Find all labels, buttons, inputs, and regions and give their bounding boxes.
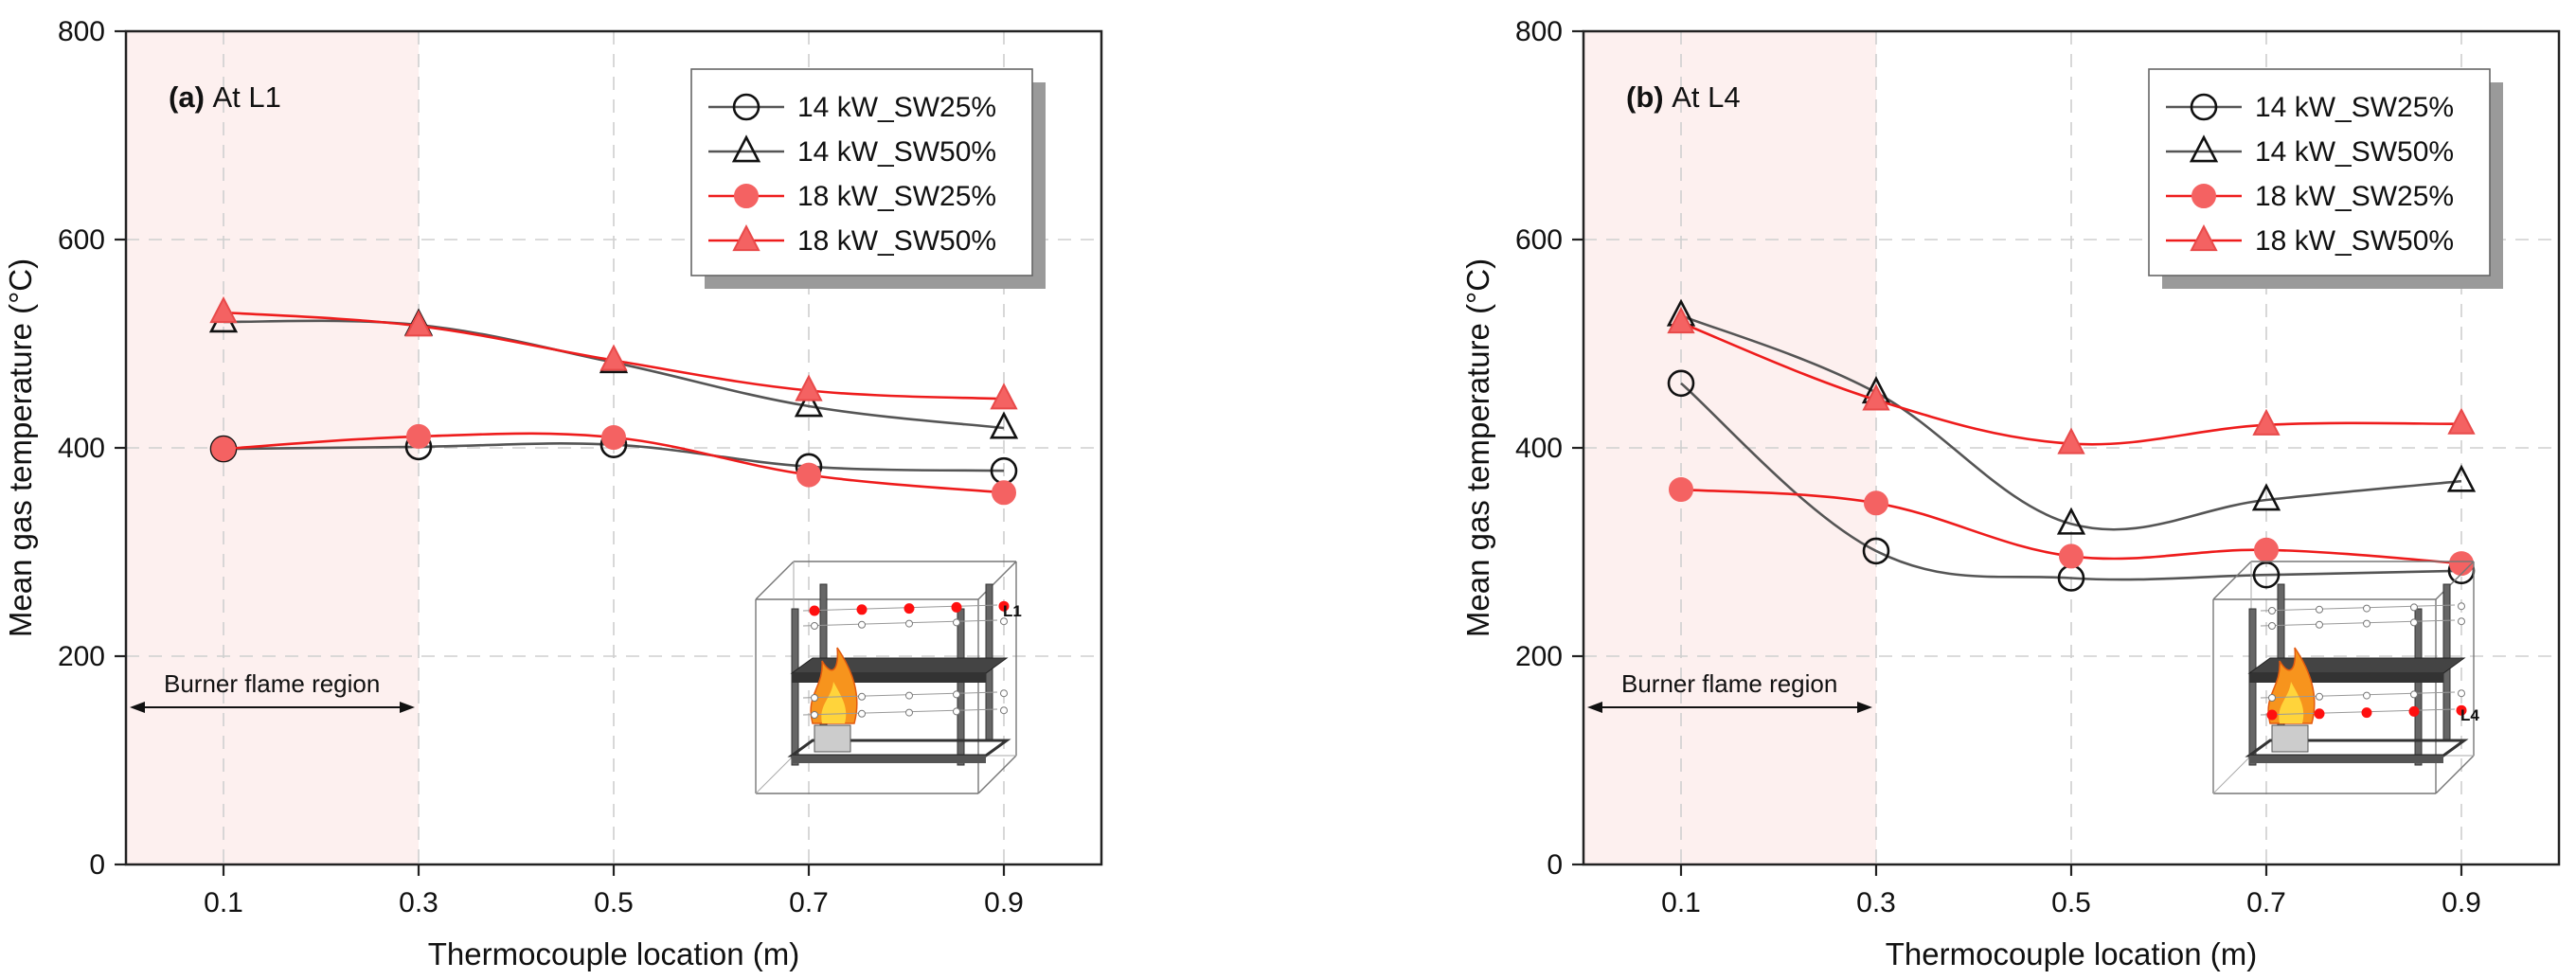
- legend-entry: 14 kW_SW50%: [797, 136, 996, 168]
- data-point: [2252, 408, 2281, 436]
- panel-a: 0 200 400 600 800 0.1 0.3 0.5 0.7 0.9 Thermocouple…: [3, 16, 1103, 971]
- inset-level-label: L1: [1003, 602, 1022, 620]
- data-point: [404, 310, 433, 337]
- data-point: [989, 411, 1019, 439]
- burner-region-label: Burner flame region: [1621, 669, 1837, 698]
- y-axis-label: Mean gas temperature (°C): [1460, 258, 1495, 637]
- legend-marker: [2190, 93, 2218, 121]
- inset-level-label: L4: [2460, 706, 2479, 724]
- x-tick-label: 0.3: [399, 887, 438, 918]
- x-tick-label: 0.9: [2442, 887, 2481, 918]
- series-18 kW_SW25%: [211, 423, 1016, 506]
- region-arrow-head: [130, 702, 145, 713]
- y-tick-label: 800: [1515, 16, 1563, 47]
- data-point: [1667, 306, 1695, 334]
- data-point: [1669, 477, 1693, 502]
- legend-marker: [731, 134, 761, 163]
- series-line: [1680, 382, 2462, 581]
- legend-marker: [732, 93, 760, 121]
- panel-title: (b) At L4: [1626, 80, 1741, 114]
- legend-marker: [2191, 184, 2216, 208]
- data-point: [2447, 407, 2476, 435]
- y-tick-label: 0: [1547, 849, 1563, 881]
- data-point: [1864, 490, 1888, 516]
- data-point: [2059, 543, 2084, 569]
- data-point: [795, 374, 823, 401]
- data-point: [1862, 383, 1890, 411]
- y-tick-label: 400: [58, 433, 105, 464]
- data-point: [211, 437, 236, 462]
- x-tick-label: 0.3: [1856, 887, 1896, 918]
- x-tick-label: 0.5: [2051, 887, 2091, 918]
- data-point: [990, 383, 1018, 410]
- y-tick-label: 200: [58, 641, 105, 672]
- legend-entry: 18 kW_SW25%: [797, 181, 996, 212]
- region-arrow-head: [1857, 702, 1872, 713]
- x-tick-label: 0.7: [789, 887, 829, 918]
- legend-marker: [734, 184, 759, 208]
- y-tick-label: 600: [1515, 224, 1563, 256]
- y-tick-label: 200: [1515, 641, 1563, 672]
- x-tick-label: 0.9: [984, 887, 1024, 918]
- legend-marker: [2189, 134, 2219, 163]
- series-14 kW_SW50%: [1666, 298, 2477, 535]
- series-18 kW_SW50%: [209, 295, 1018, 410]
- legend-marker: [732, 223, 760, 252]
- legend-marker: [2190, 223, 2218, 252]
- data-point: [2254, 537, 2279, 562]
- y-tick-label: 800: [58, 16, 105, 47]
- data-point: [2056, 507, 2086, 535]
- data-point: [2251, 483, 2281, 511]
- inset-diagram: L1: [755, 561, 1022, 794]
- x-tick-label: 0.1: [204, 887, 243, 918]
- region-arrow-head: [400, 702, 415, 713]
- data-point: [2446, 464, 2477, 492]
- data-point: [2057, 427, 2085, 454]
- data-point: [794, 389, 824, 418]
- panel-b: 0 200 400 600 800 0.1 0.3 0.5 0.7 0.9 Thermocouple…: [1460, 16, 2561, 971]
- x-tick-label: 0.5: [594, 887, 634, 918]
- data-point: [601, 425, 626, 450]
- region-arrow-head: [1587, 702, 1602, 713]
- data-point: [992, 480, 1016, 506]
- data-point: [2252, 561, 2281, 589]
- inset-diagram: L4: [2212, 561, 2479, 794]
- data-point: [796, 462, 821, 488]
- y-tick-label: 0: [89, 849, 105, 881]
- y-tick-label: 400: [1515, 433, 1563, 464]
- series-18 kW_SW50%: [1667, 306, 2476, 454]
- legend-entry: 18 kW_SW50%: [797, 225, 996, 257]
- data-point: [599, 344, 628, 371]
- y-axis-label: Mean gas temperature (°C): [3, 258, 38, 637]
- legend-entry: 14 kW_SW25%: [2255, 92, 2454, 123]
- data-point: [406, 423, 431, 449]
- x-axis-label: Thermocouple location (m): [1886, 936, 2258, 971]
- legend-entry: 14 kW_SW25%: [797, 92, 996, 123]
- x-tick-label: 0.7: [2246, 887, 2286, 918]
- series-18 kW_SW25%: [1669, 477, 2474, 577]
- panel-title: (a) At L1: [169, 80, 281, 114]
- x-tick-label: 0.1: [1661, 887, 1701, 918]
- burner-region-label: Burner flame region: [164, 669, 380, 698]
- data-point: [209, 295, 238, 324]
- data-point: [1862, 537, 1890, 565]
- legend-entry: 18 kW_SW25%: [2255, 181, 2454, 212]
- y-tick-label: 600: [58, 224, 105, 256]
- legend-entry: 18 kW_SW50%: [2255, 225, 2454, 257]
- x-axis-label: Thermocouple location (m): [428, 936, 800, 971]
- legend-entry: 14 kW_SW50%: [2255, 136, 2454, 168]
- data-point: [2449, 551, 2474, 577]
- data-point: [1667, 369, 1695, 398]
- series-line: [1680, 314, 2462, 531]
